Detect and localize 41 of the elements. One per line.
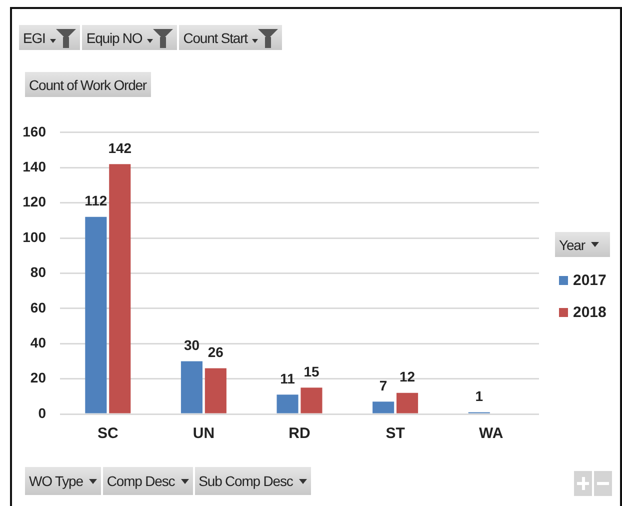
data-label: 11 — [280, 370, 296, 386]
bar — [180, 361, 203, 414]
bar — [372, 402, 394, 414]
x-tick-label: SC — [97, 425, 118, 442]
bar — [204, 368, 226, 414]
y-tick-label: 40 — [30, 334, 46, 350]
data-label: 15 — [304, 363, 320, 380]
text: Sub Comp Desc — [198, 473, 293, 489]
y-tick-label: 60 — [30, 299, 46, 316]
data-label: 12 — [399, 368, 416, 385]
x-tick-label: RD — [288, 425, 310, 442]
legend-label: 2018 — [573, 304, 606, 321]
y-tick-label: 20 — [30, 370, 46, 386]
text: Comp Desc — [106, 473, 175, 489]
y-tick-label: 160 — [22, 123, 46, 140]
y-tick-label: 100 — [22, 228, 46, 245]
y-tick-label: 140 — [22, 158, 46, 174]
bar — [396, 392, 418, 414]
text: Count Start — [183, 30, 248, 46]
x-tick-label: WA — [479, 425, 504, 442]
bar — [276, 394, 298, 414]
y-axis-title: Count of Work Order — [25, 72, 150, 97]
bar — [85, 216, 107, 414]
x-tick-label: UN — [192, 425, 215, 442]
bar — [109, 164, 131, 414]
data-label: 1 — [475, 388, 484, 404]
y-tick-label: 0 — [38, 404, 46, 421]
data-label: 112 — [84, 192, 108, 209]
legend-label: 2017 — [573, 272, 606, 289]
legend-title: Year — [559, 236, 585, 252]
text: WO Type — [29, 473, 83, 489]
data-label: 26 — [208, 344, 224, 360]
y-tick-label: 80 — [30, 264, 46, 280]
bar — [300, 388, 322, 414]
data-label: 30 — [184, 337, 200, 354]
data-label: 142 — [108, 140, 132, 156]
x-tick-label: ST — [386, 425, 405, 442]
text: EGI — [23, 30, 46, 46]
y-tick-label: 120 — [22, 194, 46, 210]
data-label: 7 — [379, 378, 388, 394]
text: Equip NO — [86, 30, 142, 46]
